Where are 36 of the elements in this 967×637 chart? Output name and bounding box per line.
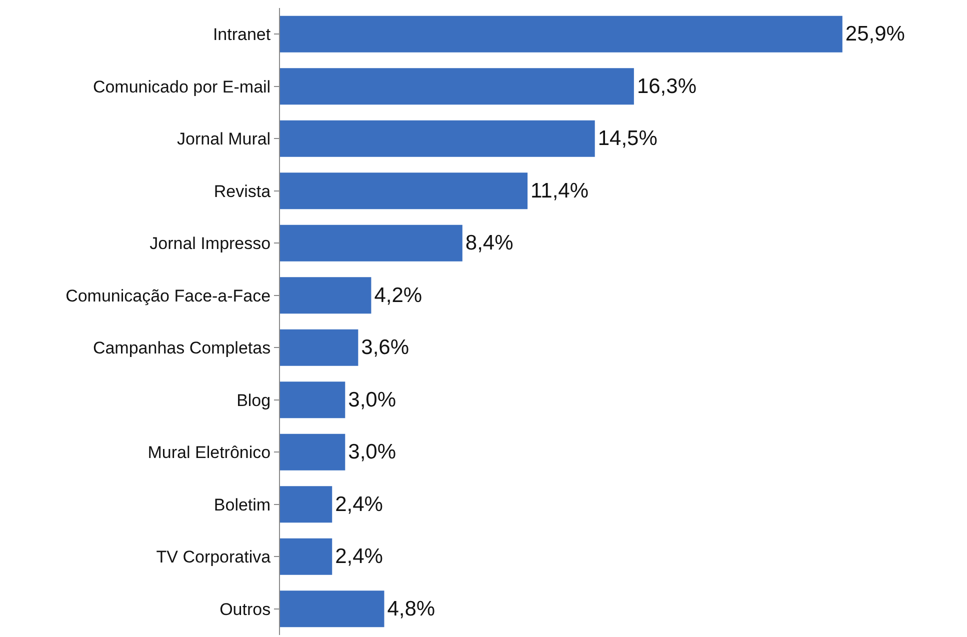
y-tick-label: Comunicação Face-a-Face <box>66 286 271 306</box>
data-label: 2,4% <box>335 545 383 568</box>
y-tick-label: Jornal Mural <box>177 130 271 149</box>
bar <box>280 486 332 523</box>
y-tick-label: TV Corporativa <box>156 548 272 567</box>
y-tick-label: Boletim <box>214 495 271 514</box>
data-label: 3,0% <box>348 388 396 412</box>
y-tick-label: Comunicado por E-mail <box>92 77 271 96</box>
bar <box>280 277 372 314</box>
bar <box>280 590 384 628</box>
y-tick-label: Mural Eletrônico <box>148 443 271 462</box>
bar <box>280 382 346 418</box>
y-tick-label: Intranet <box>212 25 271 44</box>
y-tick-label: Outros <box>220 600 271 619</box>
y-tick-label: Revista <box>214 182 272 201</box>
bar <box>280 434 346 470</box>
data-label: 3,0% <box>348 440 396 464</box>
bar <box>280 224 462 262</box>
data-label: 2,4% <box>335 492 383 516</box>
bar <box>280 172 528 210</box>
bar <box>280 68 634 105</box>
data-label: 16,3% <box>636 74 696 98</box>
bar <box>280 16 842 52</box>
bar <box>280 120 595 157</box>
y-tick-label: Campanhas Completas <box>92 338 271 358</box>
data-label: 14,5% <box>598 127 658 150</box>
data-label: 3,6% <box>361 336 410 360</box>
bar <box>280 538 332 575</box>
data-label: 4,8% <box>387 597 436 620</box>
data-label: 25,9% <box>845 22 905 46</box>
bar <box>280 329 358 366</box>
y-tick-label: Jornal Impresso <box>150 234 271 254</box>
data-label: 11,4% <box>530 179 589 202</box>
y-tick-label: Blog <box>236 390 271 410</box>
data-label: 4,2% <box>374 284 422 307</box>
data-label: 8,4% <box>465 232 514 255</box>
